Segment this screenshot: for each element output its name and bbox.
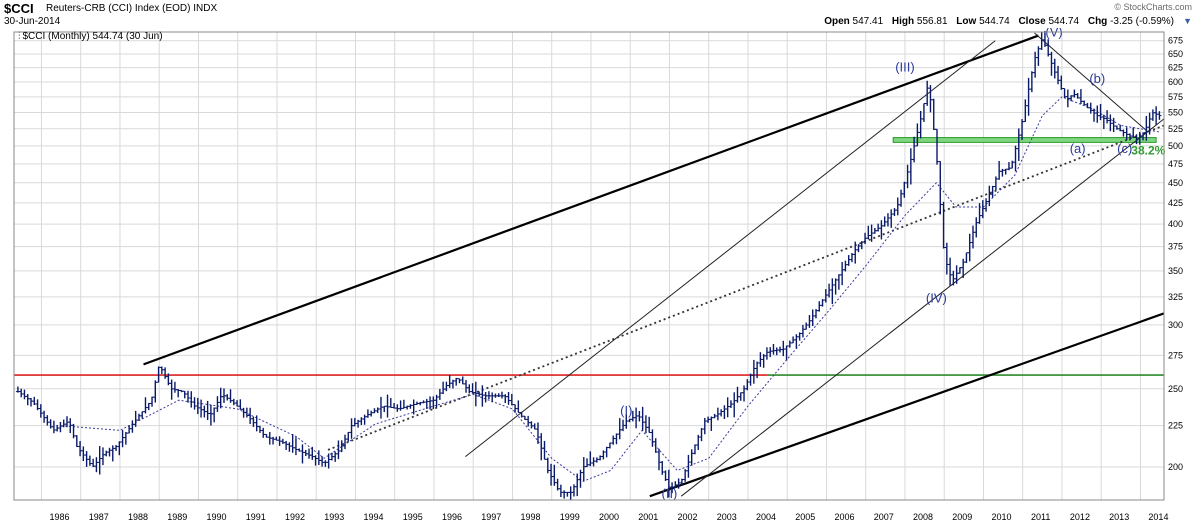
x-tick-label: 2010 bbox=[991, 512, 1011, 522]
x-tick-label: 1991 bbox=[246, 512, 266, 522]
legend: ⫶ $CCI (Monthly) 544.74 (30 Jun) bbox=[18, 31, 163, 42]
bar-legend-icon: ⫶ bbox=[18, 31, 21, 42]
support-zone bbox=[892, 137, 1157, 143]
fibonacci-label: 38.2% bbox=[1131, 143, 1165, 157]
ohlc-readout: Open 547.41 High 556.81 Low 544.74 Close… bbox=[824, 16, 1174, 27]
low-label: Low bbox=[956, 16, 977, 27]
instrument-title: Reuters-CRB (CCI) Index (EOD) bbox=[46, 3, 191, 14]
trendline bbox=[680, 118, 1165, 497]
legend-text: $CCI (Monthly) 544.74 (30 Jun) bbox=[22, 31, 163, 42]
x-tick-label: 2009 bbox=[952, 512, 972, 522]
moving-average-series bbox=[61, 96, 1161, 482]
price-chart: (I)(II)(III)(IV)(V)(a)(b)(c)38.2% 200225… bbox=[13, 28, 1183, 522]
x-tick-label: 2008 bbox=[913, 512, 933, 522]
y-tick-label: 625 bbox=[1168, 63, 1183, 73]
y-tick-label: 525 bbox=[1168, 124, 1183, 134]
y-tick-label: 325 bbox=[1168, 292, 1183, 302]
y-tick-label: 600 bbox=[1168, 77, 1183, 87]
x-tick-label: 1994 bbox=[363, 512, 383, 522]
x-tick-label: 1997 bbox=[481, 512, 501, 522]
x-tick-label: 2001 bbox=[638, 512, 658, 522]
price-bars bbox=[15, 30, 1162, 500]
y-tick-label: 550 bbox=[1168, 107, 1183, 117]
wave-label: (II) bbox=[662, 486, 678, 501]
wave-annotations: (I) (II) (III) (IV) (V) (a) (b) (c)38.2% bbox=[620, 28, 1165, 501]
x-tick-label: 2013 bbox=[1109, 512, 1129, 522]
high-label: High bbox=[891, 16, 915, 27]
y-tick-label: 250 bbox=[1168, 384, 1183, 394]
x-tick-label: 2006 bbox=[834, 512, 854, 522]
x-tick-label: 1989 bbox=[167, 512, 187, 522]
y-tick-label: 475 bbox=[1168, 159, 1183, 169]
down-triangle-icon[interactable]: ▼ bbox=[1183, 16, 1192, 26]
trendline bbox=[465, 40, 996, 457]
x-tick-label: 2004 bbox=[756, 512, 776, 522]
wave-label: (I) bbox=[620, 403, 632, 418]
wave-label: (III) bbox=[895, 60, 915, 75]
x-tick-label: 2000 bbox=[599, 512, 619, 522]
wave-label: (c) bbox=[1117, 141, 1132, 156]
trendline bbox=[327, 124, 1165, 451]
chart-header: $CCI Reuters-CRB (CCI) Index (EOD) INDX … bbox=[0, 0, 1200, 30]
x-tick-label: 1990 bbox=[206, 512, 226, 522]
close-label: Close bbox=[1018, 16, 1046, 27]
symbol-label: $CCI bbox=[4, 1, 34, 16]
chart-date: 30-Jun-2014 bbox=[4, 16, 61, 27]
open-label: Open bbox=[824, 16, 850, 27]
x-tick-label: 1987 bbox=[89, 512, 109, 522]
high-value: 556.81 bbox=[916, 16, 948, 27]
close-value: 544.74 bbox=[1048, 16, 1080, 27]
y-tick-label: 450 bbox=[1168, 178, 1183, 188]
exchange-label: INDX bbox=[193, 3, 218, 14]
x-tick-label: 1998 bbox=[520, 512, 540, 522]
x-tick-label: 1999 bbox=[560, 512, 580, 522]
copyright-label: © StockCharts.com bbox=[1114, 2, 1192, 12]
y-tick-label: 350 bbox=[1168, 266, 1183, 276]
x-tick-label: 2005 bbox=[795, 512, 815, 522]
y-tick-label: 650 bbox=[1168, 49, 1183, 59]
low-value: 544.74 bbox=[979, 16, 1010, 27]
y-tick-label: 400 bbox=[1168, 219, 1183, 229]
wave-label: (a) bbox=[1070, 141, 1086, 156]
wave-label: (V) bbox=[1045, 28, 1062, 40]
y-tick-label: 225 bbox=[1168, 421, 1183, 431]
x-tick-label: 1986 bbox=[49, 512, 69, 522]
x-tick-label: 2011 bbox=[1031, 512, 1050, 522]
grid-lines bbox=[14, 32, 1164, 500]
y-tick-label: 500 bbox=[1168, 141, 1183, 151]
instrument-name: Reuters-CRB (CCI) Index (EOD) INDX bbox=[46, 3, 217, 14]
y-tick-label: 425 bbox=[1168, 198, 1183, 208]
x-tick-label: 2014 bbox=[1148, 512, 1168, 522]
y-tick-label: 200 bbox=[1168, 462, 1183, 472]
trendline bbox=[143, 34, 1039, 366]
support-zone-band bbox=[892, 137, 1157, 143]
x-tick-label: 1996 bbox=[442, 512, 462, 522]
open-value: 547.41 bbox=[852, 16, 884, 27]
x-tick-label: 2007 bbox=[874, 512, 894, 522]
moving-average-line bbox=[61, 96, 1161, 482]
x-tick-label: 1995 bbox=[403, 512, 423, 522]
y-tick-label: 575 bbox=[1168, 92, 1183, 102]
x-tick-label: 1992 bbox=[285, 512, 305, 522]
chg-label: Chg bbox=[1087, 16, 1108, 27]
plot-frame bbox=[13, 31, 1165, 501]
chg-value: -3.25 (-0.59%) bbox=[1110, 16, 1174, 27]
trendlines bbox=[143, 32, 1165, 498]
x-tick-label: 2003 bbox=[717, 512, 737, 522]
y-tick-label: 275 bbox=[1168, 350, 1183, 360]
trendline bbox=[1034, 32, 1149, 133]
trendline bbox=[649, 312, 1165, 498]
y-tick-label: 675 bbox=[1168, 36, 1183, 46]
y-tick-label: 300 bbox=[1168, 320, 1183, 330]
wave-label: (b) bbox=[1089, 71, 1105, 86]
wave-label: (IV) bbox=[926, 290, 947, 305]
x-tick-label: 2002 bbox=[677, 512, 697, 522]
x-tick-label: 1993 bbox=[324, 512, 344, 522]
y-tick-label: 375 bbox=[1168, 242, 1183, 252]
y-axis-ticks: 200 225 250 275 300 325 350 375 400 425 450 475 500 5… bbox=[1168, 36, 1183, 472]
x-tick-label: 1988 bbox=[128, 512, 148, 522]
x-axis-ticks: 1986 1987 1988 1989 1990 1991 1992 1993 1994 1995… bbox=[49, 512, 1168, 522]
x-tick-label: 2012 bbox=[1070, 512, 1090, 522]
